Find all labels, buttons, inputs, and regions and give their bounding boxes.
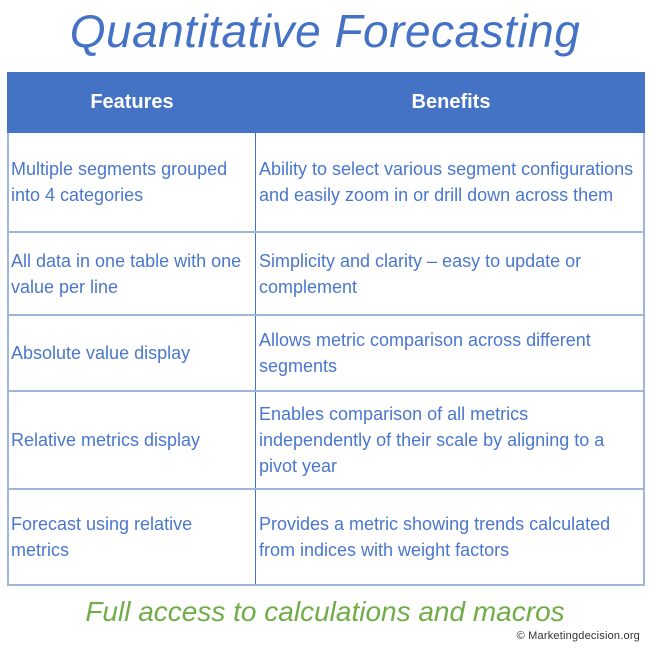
feature-cell: All data in one table with one value per… xyxy=(9,233,256,314)
feature-cell: Absolute value display xyxy=(9,316,256,390)
benefit-text: Ability to select various segment config… xyxy=(259,159,634,205)
features-benefits-table: Features Benefits Multiple segments grou… xyxy=(7,72,645,586)
table-row: Relative metrics display Enables compari… xyxy=(9,392,643,490)
benefit-text: Simplicity and clarity – easy to update … xyxy=(259,250,582,297)
page-title: Quantitative Forecasting xyxy=(69,5,581,57)
feature-cell: Forecast using relative metrics xyxy=(9,490,256,584)
tagline: Full access to calculations and macros xyxy=(85,596,565,627)
column-header-features: Features xyxy=(90,91,174,113)
benefit-cell: Allows metric comparison across differen… xyxy=(256,316,643,390)
column-header-benefits: Benefits xyxy=(411,91,491,113)
feature-text: Absolute value display xyxy=(11,343,191,363)
table-row: Multiple segments grouped into 4 categor… xyxy=(9,133,643,233)
table-row: Absolute value display Allows metric com… xyxy=(9,316,643,392)
benefit-cell: Simplicity and clarity – easy to update … xyxy=(256,233,643,314)
benefit-text: Allows metric comparison across differen… xyxy=(259,330,591,376)
benefit-cell: Enables comparison of all metrics indepe… xyxy=(256,392,643,488)
feature-text: All data in one table with one value per… xyxy=(11,250,242,297)
benefit-text: Enables comparison of all metrics indepe… xyxy=(259,404,605,476)
feature-text: Relative metrics display xyxy=(11,430,201,450)
copyright: © Marketingdecision.org xyxy=(516,630,640,642)
benefit-text: Provides a metric showing trends calcula… xyxy=(259,514,611,560)
feature-text: Multiple segments grouped into 4 categor… xyxy=(11,159,228,205)
table-row: Forecast using relative metrics Provides… xyxy=(9,490,643,584)
benefit-cell: Provides a metric showing trends calcula… xyxy=(256,490,643,584)
feature-text: Forecast using relative metrics xyxy=(11,514,193,560)
feature-cell: Multiple segments grouped into 4 categor… xyxy=(9,133,256,231)
benefit-cell: Ability to select various segment config… xyxy=(256,133,643,231)
feature-cell: Relative metrics display xyxy=(9,392,256,488)
table-header-row: Features Benefits xyxy=(7,72,645,133)
table-row: All data in one table with one value per… xyxy=(9,233,643,316)
